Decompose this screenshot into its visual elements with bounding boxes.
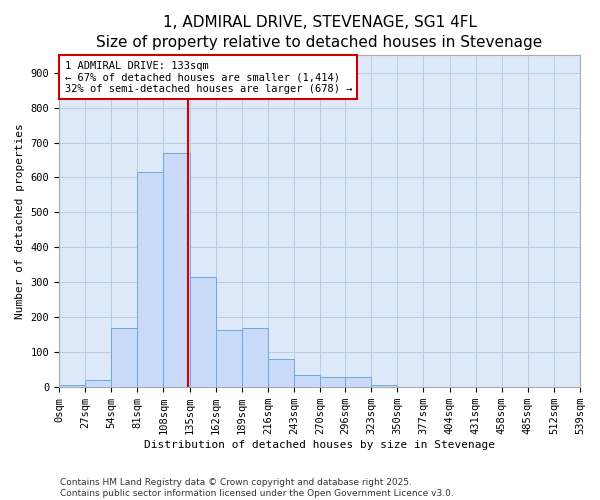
X-axis label: Distribution of detached houses by size in Stevenage: Distribution of detached houses by size …	[144, 440, 495, 450]
Bar	[242, 328, 268, 387]
Bar	[215, 330, 242, 387]
Bar	[268, 360, 294, 387]
Bar	[294, 375, 320, 387]
Bar	[137, 172, 163, 387]
Bar	[345, 376, 371, 387]
Bar	[59, 386, 85, 387]
Bar	[371, 386, 397, 387]
Text: Contains HM Land Registry data © Crown copyright and database right 2025.
Contai: Contains HM Land Registry data © Crown c…	[60, 478, 454, 498]
Title: 1, ADMIRAL DRIVE, STEVENAGE, SG1 4FL
Size of property relative to detached house: 1, ADMIRAL DRIVE, STEVENAGE, SG1 4FL Siz…	[97, 15, 542, 50]
Bar	[190, 277, 215, 387]
Y-axis label: Number of detached properties: Number of detached properties	[15, 124, 25, 319]
Bar	[85, 380, 111, 387]
Text: 1 ADMIRAL DRIVE: 133sqm
← 67% of detached houses are smaller (1,414)
32% of semi: 1 ADMIRAL DRIVE: 133sqm ← 67% of detache…	[65, 60, 352, 94]
Bar	[163, 153, 190, 387]
Bar	[320, 376, 345, 387]
Bar	[111, 328, 137, 387]
